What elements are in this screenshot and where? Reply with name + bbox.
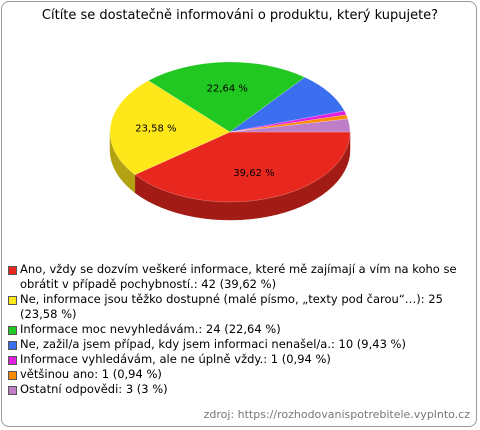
legend-label: Ano, vždy se dozvím veškeré informace, k… [20,262,457,291]
legend-item: Ne, zažil/a jsem případ, kdy jsem inform… [8,337,468,352]
slice [229,118,351,133]
legend-item: většinou ano: 1 (0,94 %) [8,367,468,382]
legend-item: Ostatní odpovědi: 3 (3 %) [8,382,468,397]
legend-swatch [8,296,17,305]
data-label: 23,58 % [135,123,176,134]
legend-label: Ostatní odpovědi: 3 (3 %) [20,382,168,396]
legend-label: Ne, zažil/a jsem případ, kdy jsem inform… [20,337,406,351]
legend-swatch [8,371,17,380]
source: zdroj: https://rozhodovanispotrebitele.v… [203,408,470,421]
data-label: 22,64 % [207,84,248,95]
legend-swatch [8,326,17,335]
legend-label: Ne, informace jsou těžko dostupné (malé … [20,292,443,321]
slice [147,61,306,133]
legend-swatch [8,356,17,365]
slice [229,114,349,133]
slice [229,76,345,133]
legend-item: Informace vyhledávám, ale ne úplně vždy.… [8,352,468,367]
data-label: 39,62 % [233,168,274,179]
legend-item: Informace moc nevyhledávám.: 24 (22,64 %… [8,322,468,337]
legend-label: většinou ano: 1 (0,94 %) [20,367,162,381]
slice [134,131,351,203]
slice [109,80,231,175]
legend-item: Ne, informace jsou těžko dostupné (malé … [8,292,468,322]
slice [229,110,347,133]
legend-swatch [8,341,17,350]
legend-label: Informace vyhledávám, ale ne úplně vždy.… [20,352,331,366]
legend: Ano, vždy se dozvím veškeré informace, k… [8,262,468,397]
chart-title: Cítíte se dostatečně informováni o produ… [41,8,439,23]
pie-area: 39,62 % 23,58 % 22,64 % [109,61,351,221]
legend-item: Ano, vždy se dozvím veškeré informace, k… [8,262,468,292]
legend-swatch [8,386,17,395]
legend-label: Informace moc nevyhledávám.: 24 (22,64 %… [20,322,281,336]
legend-swatch [8,266,17,275]
